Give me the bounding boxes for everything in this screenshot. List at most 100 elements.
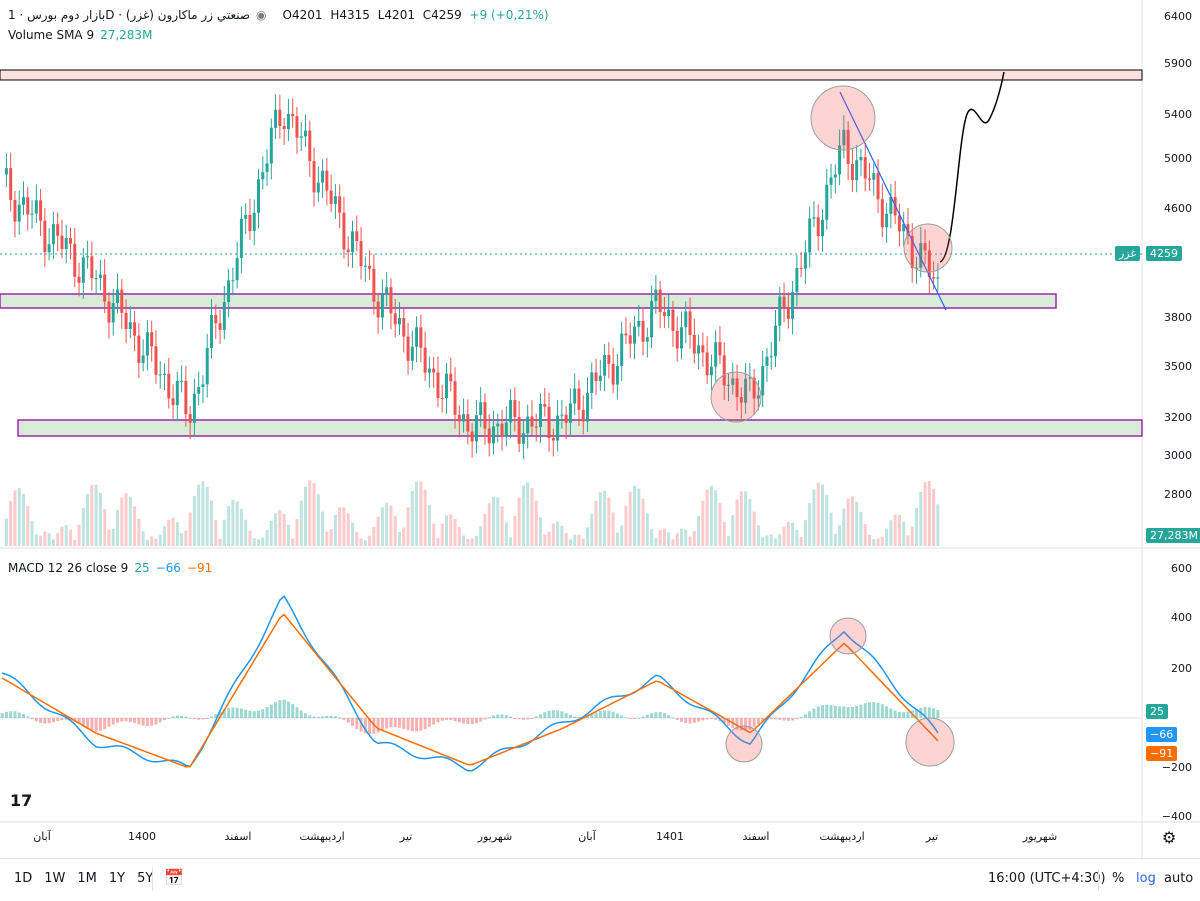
macd-hist-bar xyxy=(406,718,410,731)
macd-circle-current[interactable] xyxy=(905,717,955,767)
macd-circle-top[interactable] xyxy=(829,617,867,655)
date-range-icon[interactable]: 📅 xyxy=(164,868,184,887)
volume-bar xyxy=(568,539,572,546)
time-tick: تیر xyxy=(399,830,413,843)
volume-bar xyxy=(419,481,423,546)
candle-body xyxy=(171,398,175,406)
candle-body xyxy=(701,345,705,353)
macd-hist-bar xyxy=(521,718,525,720)
support-zone-upper[interactable] xyxy=(0,293,1057,309)
candle-body xyxy=(923,243,927,251)
volume-label[interactable]: Volume SMA 9 xyxy=(8,28,95,42)
volume-bar xyxy=(175,522,179,546)
macd-tick: 600 xyxy=(1171,562,1192,575)
macd-hist-bar xyxy=(885,706,889,718)
volume-bar xyxy=(449,514,453,546)
volume-bar xyxy=(81,508,85,546)
candle-body xyxy=(846,129,850,164)
candle-body xyxy=(816,217,820,237)
macd-hist-bar xyxy=(389,718,393,728)
timeframe-1d[interactable]: 1D xyxy=(14,871,33,886)
candle-body xyxy=(120,289,124,313)
price-badge: 4259 xyxy=(1146,246,1182,261)
macd-hist-bar xyxy=(769,718,773,720)
candle-body xyxy=(419,327,423,348)
candle-body xyxy=(26,197,30,215)
volume-bar xyxy=(86,493,90,546)
macd-hist-bar xyxy=(906,711,910,718)
candle-body xyxy=(150,332,154,347)
macd-hist-bar xyxy=(158,718,162,723)
macd-hist-bar xyxy=(842,706,846,718)
projection-path[interactable] xyxy=(939,71,1005,263)
macd-circle-low[interactable] xyxy=(725,725,763,763)
macd-hist-bar xyxy=(816,706,820,718)
macd-hist-bar xyxy=(291,704,295,718)
volume-bar xyxy=(34,534,38,546)
volume-bar xyxy=(154,538,158,546)
price-tick: 5400 xyxy=(1164,108,1192,121)
macd-hist-bar xyxy=(325,715,329,718)
candle-body xyxy=(69,237,72,244)
candle-body xyxy=(769,356,773,358)
macd-hist-bar xyxy=(722,718,726,724)
volume-bar xyxy=(581,538,585,546)
resistance-zone[interactable] xyxy=(0,69,1143,81)
volume-bar xyxy=(492,496,495,546)
percent-toggle[interactable]: % xyxy=(1112,871,1125,886)
macd-hist-bar xyxy=(0,713,4,718)
timeframe-5y[interactable]: 5Y xyxy=(137,871,154,886)
macd-hist-bar xyxy=(295,707,299,718)
auto-toggle[interactable]: auto xyxy=(1164,871,1194,886)
timeframe-1m[interactable]: 1M xyxy=(77,871,97,886)
log-toggle[interactable]: log xyxy=(1136,871,1156,886)
candle-body xyxy=(222,301,226,330)
candle-body xyxy=(355,231,359,242)
macd-label[interactable]: MACD 12 26 close 9 xyxy=(8,561,129,575)
low-value: L4201 xyxy=(377,8,415,22)
bottom-toolbar: 1D 1W 1M 1Y 5Y 📅 16:00 (UTC+4:30) % log … xyxy=(0,858,1200,901)
price-tick: 5000 xyxy=(1164,152,1192,165)
macd-hist-bar xyxy=(684,718,688,724)
chart-canvas[interactable]: 17 xyxy=(0,0,1200,858)
candle-body xyxy=(158,374,162,376)
eye-icon[interactable]: ◉ xyxy=(256,8,267,22)
candle-body xyxy=(329,190,333,204)
volume-bar xyxy=(697,515,701,546)
macd-hist-bar xyxy=(278,700,282,718)
candle-body xyxy=(680,327,683,349)
candle-body xyxy=(13,200,17,222)
candle-body xyxy=(103,274,107,302)
volume-bar xyxy=(116,510,119,546)
volume-bar xyxy=(594,500,598,546)
volume-bar xyxy=(628,491,632,546)
candle-body xyxy=(936,277,940,279)
timeframe-1y[interactable]: 1Y xyxy=(108,871,126,886)
macd-hist-bar xyxy=(573,716,577,718)
highlight-circle-low[interactable] xyxy=(710,371,762,423)
candle-body xyxy=(735,378,739,398)
candle-body xyxy=(543,403,547,407)
volume-bar xyxy=(564,532,568,546)
candle-body xyxy=(573,388,577,404)
macd-hist-bar xyxy=(440,718,444,721)
volume-bar xyxy=(590,513,594,546)
symbol-title[interactable]: بازار دوم بورس · 1D · صنعتي زر ماكارون (… xyxy=(8,8,251,22)
settings-gear-icon[interactable]: ⚙ xyxy=(1162,828,1177,847)
macd-hist-bar xyxy=(705,718,709,720)
volume-bar xyxy=(466,539,470,546)
highlight-circle-top[interactable] xyxy=(810,85,876,151)
timezone-clock[interactable]: 16:00 (UTC+4:30) xyxy=(988,871,1106,886)
macd-hist-bar xyxy=(915,709,918,718)
timeframe-1w[interactable]: 1W xyxy=(44,871,66,886)
macd-hist-bar xyxy=(560,711,564,718)
downtrend-line[interactable] xyxy=(839,91,947,311)
volume-bar xyxy=(398,532,401,546)
highlight-circle-current[interactable] xyxy=(903,223,953,273)
volume-bar xyxy=(863,524,867,546)
candle-body xyxy=(863,157,867,179)
volume-bar xyxy=(316,494,320,546)
macd-hist-bar xyxy=(496,714,500,718)
support-zone-lower[interactable] xyxy=(17,419,1143,437)
volume-bar xyxy=(598,492,602,546)
